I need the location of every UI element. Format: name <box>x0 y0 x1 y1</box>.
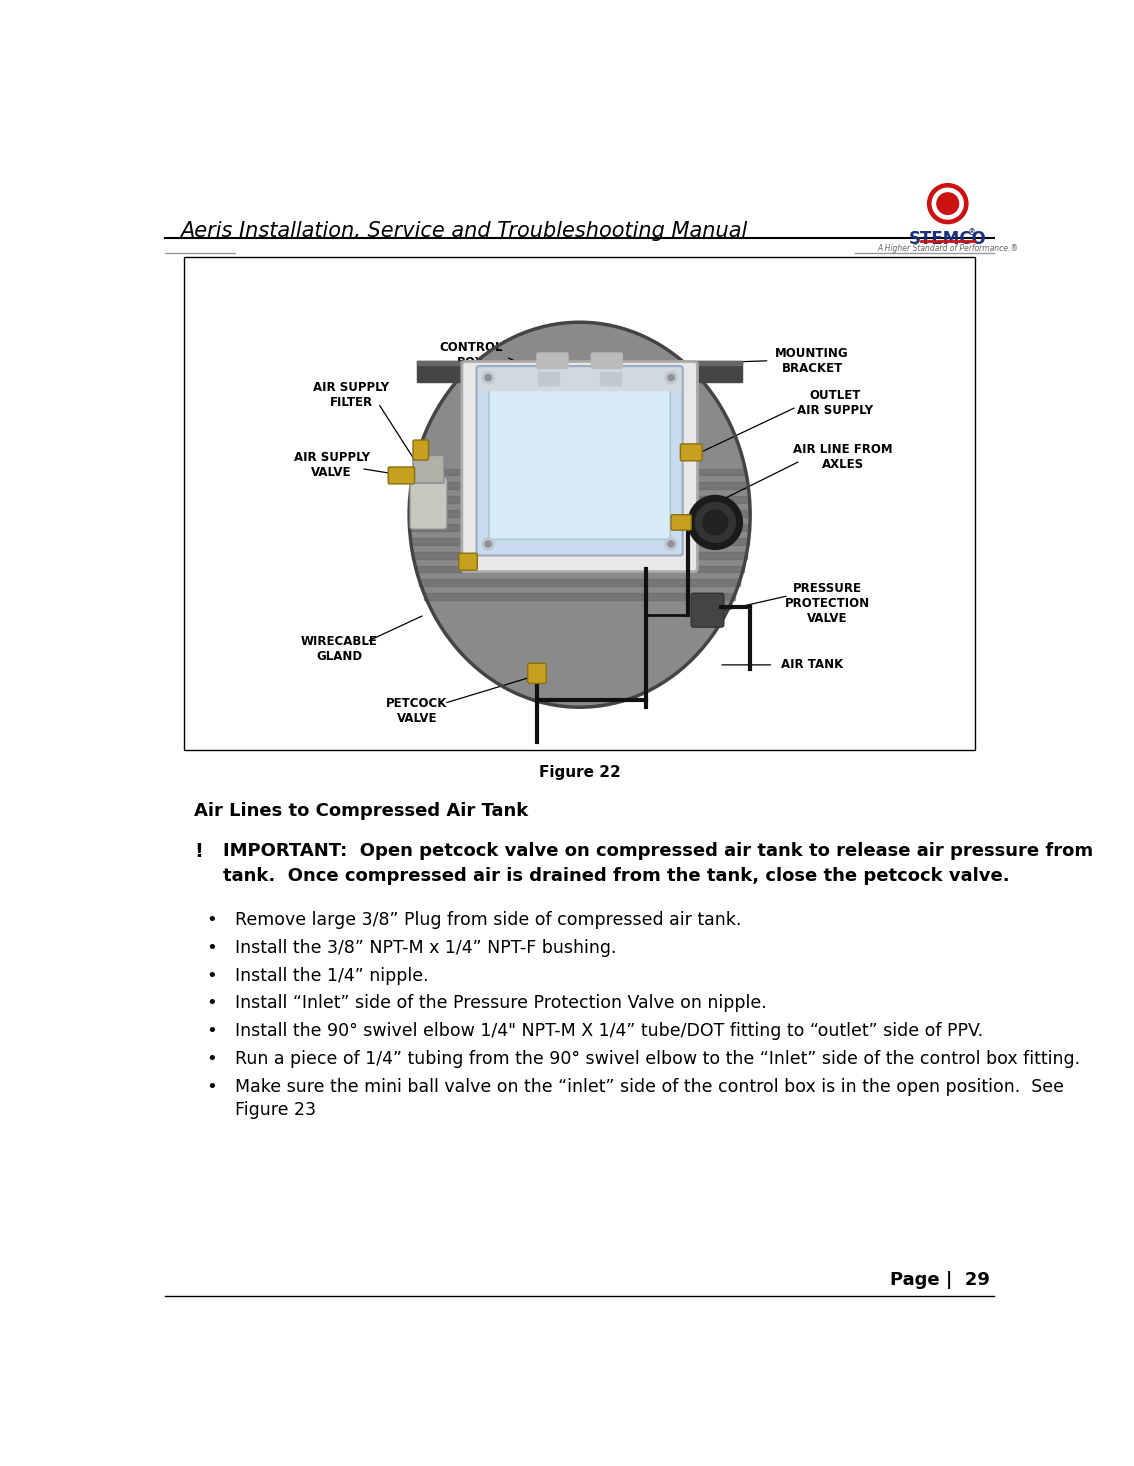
Text: •: • <box>206 1022 217 1041</box>
FancyBboxPatch shape <box>527 663 547 683</box>
Text: Figure 23: Figure 23 <box>235 1101 315 1119</box>
Bar <box>417 361 743 365</box>
Text: PRESSURE
PROTECTION
VALVE: PRESSURE PROTECTION VALVE <box>785 582 870 625</box>
FancyBboxPatch shape <box>692 594 723 627</box>
Circle shape <box>688 496 743 550</box>
Circle shape <box>668 375 675 381</box>
Bar <box>413 551 747 559</box>
Bar <box>185 257 975 749</box>
Text: CONTROL
BOX: CONTROL BOX <box>439 340 502 368</box>
FancyBboxPatch shape <box>591 353 623 368</box>
Text: •: • <box>206 940 217 957</box>
Bar <box>600 371 621 386</box>
Text: tank.  Once compressed air is drained from the tank, close the petcock valve.: tank. Once compressed air is drained fro… <box>223 868 1009 885</box>
Text: STEMCO: STEMCO <box>908 230 987 248</box>
Text: Page |  29: Page | 29 <box>890 1271 990 1289</box>
Circle shape <box>485 375 491 381</box>
FancyBboxPatch shape <box>409 476 447 529</box>
FancyBboxPatch shape <box>671 515 692 531</box>
FancyBboxPatch shape <box>413 440 429 460</box>
Bar <box>415 566 744 572</box>
Text: AIR SUPPLY
FILTER: AIR SUPPLY FILTER <box>313 381 389 409</box>
Text: AIR TANK: AIR TANK <box>781 658 844 671</box>
Bar <box>412 482 747 490</box>
Circle shape <box>665 371 677 384</box>
Circle shape <box>485 541 491 547</box>
Circle shape <box>668 541 675 547</box>
Circle shape <box>937 194 958 214</box>
Text: Run a piece of 1/4” tubing from the 90° swivel elbow to the “Inlet” side of the : Run a piece of 1/4” tubing from the 90° … <box>235 1050 1080 1067</box>
FancyBboxPatch shape <box>680 444 702 460</box>
FancyBboxPatch shape <box>538 353 568 368</box>
Circle shape <box>703 510 728 535</box>
FancyBboxPatch shape <box>459 553 477 570</box>
Text: PETCOCK
VALVE: PETCOCK VALVE <box>387 696 448 726</box>
Text: •: • <box>206 1050 217 1067</box>
Text: •: • <box>206 966 217 985</box>
Text: Install “Inlet” side of the Pressure Protection Valve on nipple.: Install “Inlet” side of the Pressure Pro… <box>235 994 767 1013</box>
Ellipse shape <box>409 323 750 707</box>
Text: Install the 1/4” nipple.: Install the 1/4” nipple. <box>235 966 429 985</box>
Text: •: • <box>206 1078 217 1095</box>
FancyBboxPatch shape <box>462 362 697 572</box>
Circle shape <box>695 503 736 542</box>
Bar <box>409 523 750 531</box>
Text: OUTLET
AIR SUPPLY: OUTLET AIR SUPPLY <box>797 388 873 416</box>
Bar <box>409 496 750 503</box>
FancyBboxPatch shape <box>476 366 683 556</box>
Text: ®: ® <box>968 229 976 237</box>
Text: AIR LINE FROM
AXLES: AIR LINE FROM AXLES <box>794 443 892 471</box>
Text: Make sure the mini ball valve on the “inlet” side of the control box is in the o: Make sure the mini ball valve on the “in… <box>235 1078 1064 1095</box>
Text: MOUNTING
BRACKET: MOUNTING BRACKET <box>776 347 849 375</box>
Bar <box>409 510 750 517</box>
Text: AIR SUPPLY
VALVE: AIR SUPPLY VALVE <box>294 450 370 479</box>
Text: Aeris Installation, Service and Troubleshooting Manual: Aeris Installation, Service and Troubles… <box>180 220 747 240</box>
Text: Install the 90° swivel elbow 1/4" NPT-M X 1/4” tube/DOT fitting to “outlet” side: Install the 90° swivel elbow 1/4" NPT-M … <box>235 1022 983 1041</box>
Text: Figure 22: Figure 22 <box>539 765 620 780</box>
FancyBboxPatch shape <box>489 390 670 539</box>
Bar <box>414 469 745 475</box>
Text: •: • <box>206 912 217 929</box>
Text: IMPORTANT:  Open petcock valve on compressed air tank to release air pressure fr: IMPORTANT: Open petcock valve on compres… <box>223 841 1093 861</box>
Text: Remove large 3/8” Plug from side of compressed air tank.: Remove large 3/8” Plug from side of comp… <box>235 912 742 929</box>
Bar <box>538 371 559 386</box>
Bar <box>417 361 743 383</box>
Bar <box>424 594 735 600</box>
Circle shape <box>665 538 677 550</box>
Circle shape <box>482 538 494 550</box>
Circle shape <box>482 371 494 384</box>
Bar <box>420 579 741 586</box>
Circle shape <box>928 183 968 224</box>
FancyBboxPatch shape <box>388 468 415 484</box>
Bar <box>411 538 748 545</box>
Circle shape <box>932 188 963 218</box>
Text: A Higher Standard of Performance.®: A Higher Standard of Performance.® <box>878 243 1018 252</box>
Text: !: ! <box>194 841 203 861</box>
Bar <box>479 368 680 390</box>
Text: WIRECABLE
GLAND: WIRECABLE GLAND <box>301 635 378 664</box>
Text: Air Lines to Compressed Air Tank: Air Lines to Compressed Air Tank <box>194 802 528 819</box>
FancyBboxPatch shape <box>413 456 445 484</box>
Text: Install the 3/8” NPT-M x 1/4” NPT-F bushing.: Install the 3/8” NPT-M x 1/4” NPT-F bush… <box>235 940 616 957</box>
Text: •: • <box>206 994 217 1013</box>
